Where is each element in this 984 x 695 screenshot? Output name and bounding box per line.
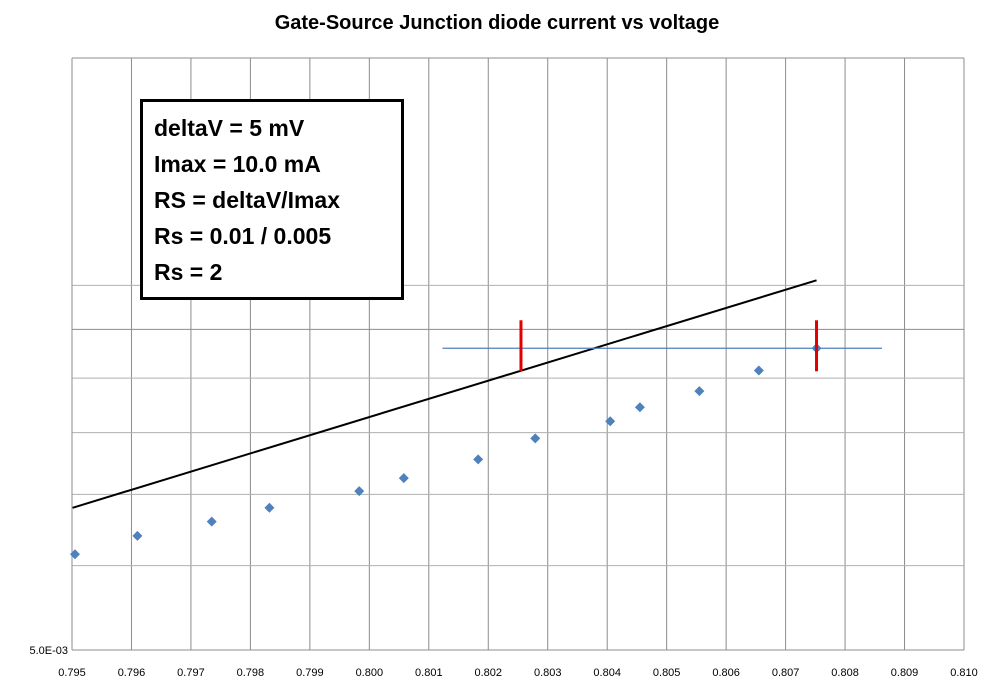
x-tick-label: 0.802: [475, 667, 503, 679]
x-tick-label: 0.798: [237, 667, 265, 679]
data-point: [398, 473, 409, 484]
data-point: [694, 386, 705, 397]
formula-annotation-box: deltaV = 5 mV Imax = 10.0 mA RS = deltaV…: [140, 99, 404, 300]
x-tick-label: 0.805: [653, 667, 681, 679]
formula-line-1: deltaV = 5 mV: [154, 115, 305, 141]
chart-title: Gate-Source Junction diode current vs vo…: [274, 12, 720, 34]
axes: [71, 58, 964, 651]
x-tick-label: 0.800: [356, 667, 384, 679]
x-tick-label: 0.796: [118, 667, 146, 679]
data-point: [264, 502, 275, 513]
data-point: [132, 530, 143, 541]
data-point: [69, 549, 80, 560]
data-point: [605, 416, 616, 427]
x-tick-label: 0.808: [831, 667, 859, 679]
x-tick-label: 0.799: [296, 667, 324, 679]
data-point: [634, 402, 645, 413]
formula-line-5: Rs = 2: [154, 259, 223, 285]
y-tick-labels: 5.0E-03: [29, 645, 68, 657]
x-tick-label: 0.795: [58, 667, 86, 679]
trend-line: [72, 279, 817, 509]
chart-lines: [72, 279, 882, 509]
x-tick-label: 0.810: [950, 667, 978, 679]
x-tick-label: 0.797: [177, 667, 205, 679]
data-point: [473, 454, 484, 465]
x-tick-label: 0.806: [712, 667, 740, 679]
x-tick-labels: 0.795 0.796 0.797 0.798 0.799 0.800 0.801 0.802…: [58, 667, 978, 679]
data-points: [69, 343, 822, 560]
x-tick-label: 0.807: [772, 667, 800, 679]
formula-line-2: Imax = 10.0 mA: [154, 151, 321, 177]
formula-line-3: RS = deltaV/Imax: [154, 187, 340, 213]
data-point: [354, 486, 365, 497]
x-tick-label: 0.801: [415, 667, 443, 679]
x-tick-label: 0.803: [534, 667, 562, 679]
red-markers: [519, 320, 819, 372]
formula-line-4: Rs = 0.01 / 0.005: [154, 223, 332, 249]
x-tick-label: 0.804: [593, 667, 621, 679]
x-tick-label: 0.809: [891, 667, 919, 679]
data-point: [753, 365, 764, 376]
data-point: [206, 516, 217, 527]
y-tick-label: 5.0E-03: [29, 645, 68, 657]
data-point: [530, 433, 541, 444]
